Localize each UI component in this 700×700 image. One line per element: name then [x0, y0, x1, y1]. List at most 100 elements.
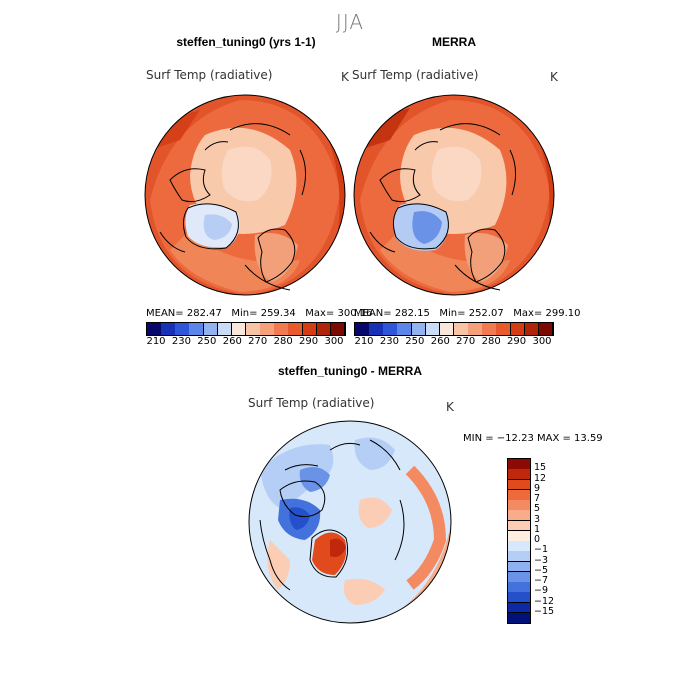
- colorbar-swatch: [510, 323, 526, 335]
- units-label-merra: K: [550, 70, 558, 84]
- panel-title-merra: MERRA: [432, 35, 476, 49]
- colorbar-tick-label: 280: [481, 336, 501, 347]
- colorbar-swatch: [508, 469, 530, 480]
- colorbar-swatch: [508, 479, 530, 491]
- colorbar-tick-label: −15: [534, 605, 555, 617]
- units-label-model: K: [341, 70, 349, 84]
- colorbar-ticks-merra: 210 230 250 260 270 280 290 300: [354, 336, 552, 350]
- colorbar-swatch: [508, 530, 530, 542]
- colorbar-tick-label: 280: [273, 336, 293, 347]
- colorbar-tick-label: 7: [534, 493, 541, 504]
- colorbar-tick-label: 270: [456, 336, 476, 347]
- colorbar-swatch: [203, 323, 219, 335]
- colorbar-difference: [507, 458, 531, 624]
- min-value: 252.07: [468, 308, 504, 319]
- colorbar-tick-label: 1: [534, 523, 541, 535]
- colorbar-swatch: [302, 323, 318, 335]
- variable-label-difference: Surf Temp (radiative): [248, 396, 375, 410]
- colorbar-swatch: [383, 323, 398, 335]
- stats-merra: MEAN= 282.15 Min= 252.07 Max= 299.10: [354, 308, 581, 319]
- colorbar-tick-label: 12: [534, 472, 547, 484]
- colorbar-tick-label: −9: [534, 585, 549, 597]
- colorbar-swatch: [189, 323, 205, 335]
- colorbar-swatch: [538, 323, 554, 335]
- colorbar-tick-label: 230: [379, 336, 399, 347]
- colorbar-tick-label: 300: [324, 336, 344, 347]
- max-value: 299.10: [545, 308, 581, 319]
- colorbar-swatch: [508, 561, 530, 573]
- coastlines-merra: [369, 123, 516, 291]
- colorbar-swatch: [508, 489, 530, 501]
- colorbar-swatch: [397, 323, 413, 335]
- colorbar-tick-label: 250: [405, 336, 425, 347]
- panel-title-difference: steffen_tuning0 - MERRA: [278, 364, 422, 378]
- colorbar-swatch: [508, 510, 530, 521]
- colorbar-swatch: [274, 323, 289, 335]
- colorbar-swatch: [330, 323, 346, 335]
- colorbar-swatch: [425, 323, 441, 335]
- colorbar-model: [146, 322, 346, 336]
- colorbar-tick-label: 270: [248, 336, 268, 347]
- min-label: Min=: [231, 308, 258, 319]
- colorbar-tick-label: 260: [222, 336, 242, 347]
- colorbar-ticks-difference: 15 12 9 7 5 3 1 0 −1 −3 −5 −7 −9 −12 −15: [534, 458, 574, 622]
- colorbar-swatch: [246, 323, 261, 335]
- colorbar-swatch: [231, 323, 247, 335]
- units-label-difference: K: [446, 400, 454, 414]
- mean-value: 282.47: [186, 308, 222, 319]
- mean-label: MEAN=: [354, 308, 392, 319]
- colorbar-swatch: [288, 323, 304, 335]
- colorbar-tick-label: 230: [171, 336, 191, 347]
- colorbar-swatch: [508, 612, 530, 624]
- colorbar-tick-label: 5: [534, 503, 541, 515]
- colorbar-swatch: [508, 520, 530, 532]
- mean-value: 282.15: [394, 308, 430, 319]
- colorbar-swatch: [508, 571, 530, 583]
- colorbar-tick-label: −12: [534, 595, 555, 607]
- colorbar-tick-label: −5: [534, 564, 549, 576]
- colorbar-tick-label: 3: [534, 513, 541, 525]
- colorbar-swatch: [508, 551, 530, 562]
- colorbar-swatch: [468, 323, 483, 335]
- minmax-difference: MIN = −12.23 MAX = 13.59: [463, 433, 603, 444]
- colorbar-tick-label: 0: [534, 534, 541, 545]
- colorbar-swatch: [147, 323, 162, 335]
- min-value: 259.34: [260, 308, 296, 319]
- colorbar-swatch: [508, 592, 530, 603]
- panel-title-model: steffen_tuning0 (yrs 1-1): [176, 35, 316, 49]
- colorbar-tick-label: −3: [534, 554, 549, 566]
- colorbar-swatch: [508, 500, 530, 511]
- colorbar-swatch: [508, 602, 530, 614]
- map-border-difference: [248, 420, 452, 624]
- colorbar-tick-label: 9: [534, 482, 541, 494]
- colorbar-tick-label: −7: [534, 575, 549, 586]
- colorbar-tick-label: 15: [534, 462, 547, 474]
- stats-model: MEAN= 282.47 Min= 259.34 Max= 300.16: [146, 308, 373, 319]
- max-label: Max=: [513, 308, 543, 319]
- map-border-merra: [353, 94, 555, 296]
- coastlines-model: [159, 123, 306, 291]
- colorbar-swatch: [369, 323, 384, 335]
- variable-label-model: Surf Temp (radiative): [146, 68, 273, 82]
- season-title: JJA: [335, 10, 365, 34]
- colorbar-swatch: [316, 323, 332, 335]
- temperature-field-model: [145, 95, 345, 295]
- colorbar-swatch: [175, 323, 190, 335]
- variable-label-merra: Surf Temp (radiative): [352, 68, 479, 82]
- max-label: Max=: [305, 308, 335, 319]
- colorbar-swatch: [411, 323, 427, 335]
- colorbar-tick-label: 260: [430, 336, 450, 347]
- colorbar-tick-label: −1: [534, 544, 549, 556]
- colorbar-tick-label: 210: [354, 336, 374, 347]
- colorbar-tick-label: 210: [146, 336, 166, 347]
- colorbar-swatch: [355, 323, 370, 335]
- difference-field: [249, 421, 451, 623]
- coastlines-difference: [259, 439, 405, 591]
- colorbar-tick-label: 290: [507, 336, 527, 347]
- colorbar-tick-label: 250: [197, 336, 217, 347]
- mean-label: MEAN=: [146, 308, 184, 319]
- map-border-model: [144, 94, 346, 296]
- colorbar-merra: [354, 322, 554, 336]
- colorbar-swatch: [508, 459, 530, 470]
